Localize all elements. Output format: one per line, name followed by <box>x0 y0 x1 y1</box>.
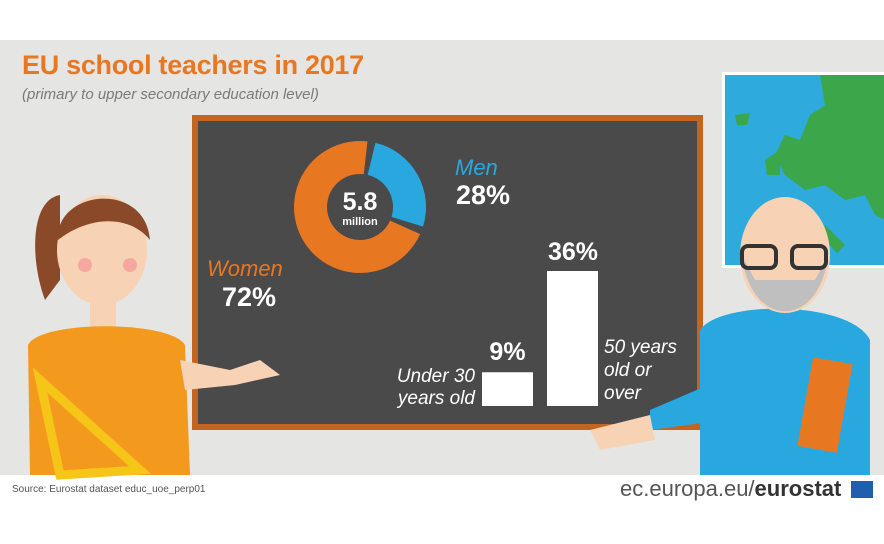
donut-slice-men <box>367 142 426 227</box>
donut-slice-women <box>294 141 421 274</box>
bar-over50-value-label: 36% <box>547 238 599 266</box>
man-teacher-illustration <box>590 197 870 475</box>
category-line: old or <box>604 360 652 381</box>
men-percent-label: 28% <box>456 180 511 210</box>
bar-chart <box>482 271 598 406</box>
bar-under30-value-label: 9% <box>489 338 526 366</box>
infographic-subtitle: (primary to upper secondary education le… <box>22 86 319 103</box>
blackboard <box>192 115 703 430</box>
legend-women-label: Women <box>207 256 283 281</box>
woman-teacher-illustration <box>28 195 280 480</box>
brand-name: eurostat <box>754 476 842 501</box>
source-note: Source: Eurostat dataset educ_uoe_perp01 <box>12 484 206 495</box>
donut-center-value: 5.8 <box>342 188 378 216</box>
eu-flag-icon <box>851 481 873 498</box>
category-line: over <box>604 383 641 404</box>
eurostat-logo[interactable]: ec.europa.eu/eurostat <box>620 476 841 502</box>
donut-center-unit: million <box>342 216 378 228</box>
legend-men-label: Men <box>455 155 498 180</box>
category-line: 50 years <box>604 337 677 358</box>
category-line: Under 30 <box>396 366 475 387</box>
category-line: years old <box>397 388 475 409</box>
bar-under30-category-label: Under 30 years old <box>380 366 475 410</box>
infographic-title: EU school teachers in 2017 <box>22 50 364 80</box>
women-percent-label: 72% <box>222 282 277 312</box>
donut-chart <box>294 141 426 274</box>
bar-over50-category-label: 50 years old or over <box>604 336 677 405</box>
bar-over50 <box>547 271 598 406</box>
site-url: ec.europa.eu/ <box>620 476 755 501</box>
bar-under30 <box>482 372 533 406</box>
